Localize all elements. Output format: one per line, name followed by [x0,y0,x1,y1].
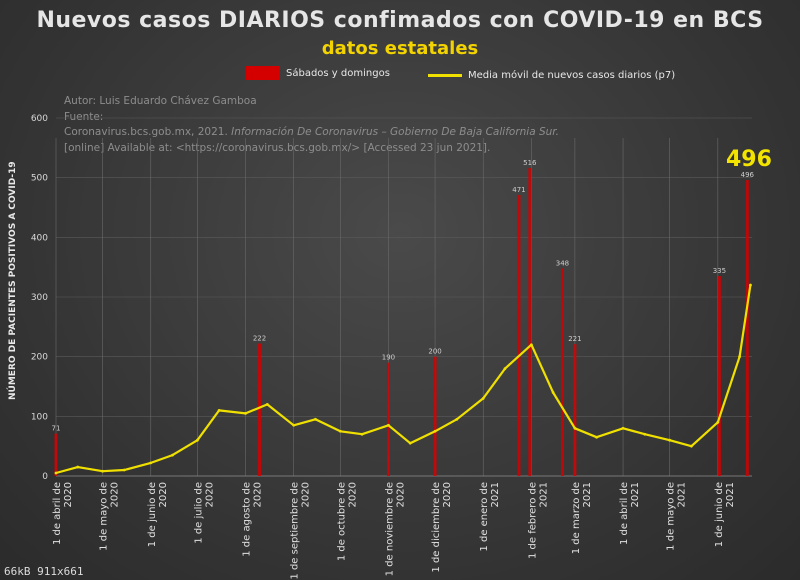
x-tick-label: 1 de junio de2020 [147,482,169,547]
credit-source-line: Coronavirus.bcs.gob.mx, 2021. Informació… [64,125,559,141]
x-tick-label: 1 de diciembre de2020 [431,482,453,573]
weekend-bar [433,356,437,476]
moving-average-point [292,423,296,427]
bar-value-label: 221 [568,335,581,343]
x-tick-label: 1 de febrero de2021 [527,482,549,559]
moving-average-point [265,403,269,406]
legend-weekend-label: Sábados y domingos [286,67,390,79]
moving-average-point [595,435,599,439]
x-tick-label: 1 de agosto de2020 [242,482,264,557]
y-tick-label: 500 [31,174,48,184]
moving-average-point [529,343,533,347]
moving-average-point [621,426,625,430]
credit-source-title: Información De Coronavirus – Gobierno De… [231,126,559,138]
moving-average-point [749,283,752,287]
weekend-bar [258,343,262,476]
weekend-bar [54,433,58,476]
bar-value-label: 471 [512,186,525,194]
x-tick-label: 1 de octubre de2020 [336,482,358,561]
moving-average-point [668,438,672,442]
credit-source-label: Fuente: [64,110,104,123]
credit-url: [online] Available at: <https://coronavi… [64,141,491,154]
x-tick-label: 1 de enero de2021 [479,482,501,552]
moving-average-point [551,391,555,394]
moving-average-point [244,411,247,415]
moving-average-point [171,453,174,457]
bar-value-label: 190 [382,354,395,362]
weekend-bar [717,276,721,476]
credit-author: Autor: Luis Eduardo Chávez Gamboa [64,95,257,107]
chart-title: Nuevos casos DIARIOS confimados con COVI… [36,8,764,33]
bar-value-label: 516 [523,159,537,167]
file-info: 66kB 911x661 [4,565,84,578]
y-tick-label: 600 [31,114,48,124]
x-tick-label: 1 de mayo de2020 [99,482,121,551]
moving-average-point [433,429,437,433]
y-tick-label: 100 [31,412,48,422]
weekend-bar [573,344,577,476]
moving-average-point [573,426,577,430]
weekend-bar [745,180,749,476]
bar-value-label: 200 [428,348,441,356]
legend-average: Media móvil de nuevos casos diarios (p7) [428,70,675,81]
moving-average-point [643,432,647,436]
moving-average-point [195,438,199,442]
moving-average-point [716,420,720,424]
credit-source-prefix: Coronavirus.bcs.gob.mx, 2021. [64,126,232,138]
x-tick-label: 1 de mayo de2021 [666,482,688,551]
source-credit: Autor: Luis Eduardo Chávez Gamboa Fuente… [64,94,559,156]
moving-average-point [455,417,459,421]
moving-average-point [217,408,221,412]
bar-value-label: 335 [713,267,726,275]
weekend-bar [517,194,521,476]
y-tick-label: 400 [31,233,48,243]
y-tick-label: 300 [31,293,48,303]
moving-average-point [387,423,390,427]
weekend-bar [386,362,390,476]
legend-weekend-swatch [246,66,280,80]
moving-average-point [360,432,364,436]
x-tick-label: 1 de junio de2021 [714,482,736,547]
moving-average-point [149,461,153,465]
legend-average-swatch [428,74,462,77]
bar-value-label: 496 [741,171,755,179]
moving-average-point [738,355,741,359]
chart-subtitle: datos estatales [321,38,479,59]
moving-average-point [314,417,317,421]
x-tick-label: 1 de noviembre de2020 [384,482,406,576]
legend-average-label: Media móvil de nuevos casos diarios (p7) [468,70,676,81]
x-tick-label: 1 de abril de2021 [619,482,641,545]
weekend-bar [560,268,564,476]
bar-value-label: 222 [253,335,266,343]
moving-average-point [76,465,80,469]
moving-average-point [481,397,485,400]
x-tick-label: 1 de abril de2020 [52,482,74,545]
bar-value-label: 71 [52,425,61,433]
moving-average-point [338,429,342,433]
x-tick-label: 1 de marzo de2021 [571,482,593,554]
bar-value-label: 348 [556,259,569,267]
legend-weekend: Sábados y domingos [246,66,390,80]
moving-average-line [55,284,752,475]
moving-average-point [101,469,105,473]
moving-average-point [54,471,58,475]
x-tick-label: 1 de septiembre de2020 [290,482,312,580]
peak-annotation: 496 [726,147,772,172]
moving-average-point [122,468,126,472]
weekend-bar [528,168,532,476]
moving-average-point [408,441,412,445]
legend: Sábados y domingos Media móvil de nuevos… [0,66,800,90]
x-tick-label: 1 de julio de2020 [193,482,215,544]
moving-average-point [690,444,693,448]
y-tick-label: 200 [31,353,48,363]
moving-average-point [503,367,507,370]
y-tick-label: 0 [42,472,48,482]
